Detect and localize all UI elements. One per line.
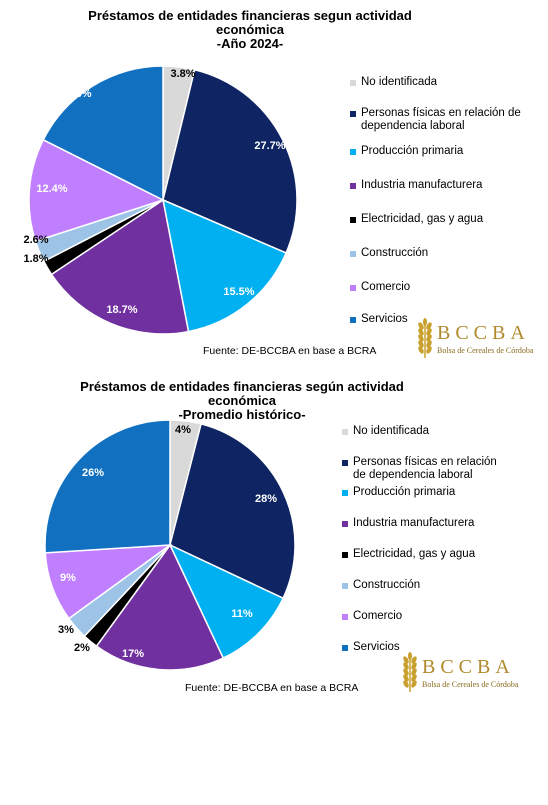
legend-label: Servicios <box>353 641 400 653</box>
legend-swatch <box>350 285 356 291</box>
pie-slice-industria-manufacturera <box>95 543 225 671</box>
legend-swatch <box>342 583 348 589</box>
legend-item-construccion: Construcción <box>342 579 420 592</box>
wheat-icon <box>403 652 417 692</box>
wheat-icon <box>418 318 432 358</box>
data-label-industria-manufacturera: 18.7% <box>106 304 137 316</box>
legend-label: Electricidad, gas y agua <box>353 548 476 560</box>
logo-subtitle: Bolsa de Cereales de Córdoba <box>422 680 519 689</box>
legend-label: Industria manufacturera <box>353 517 475 529</box>
chart1-title: Préstamos de entidades financieras segun… <box>30 9 470 51</box>
legend-swatch <box>342 552 348 558</box>
data-label-produccion-primaria: 15.5% <box>223 286 254 298</box>
legend-item-industria-manufacturera: Industria manufacturera <box>350 179 482 192</box>
chart2-source: Fuente: DE-BCCBA en base a BCRA <box>185 682 359 694</box>
logo-subtitle: Bolsa de Cereales de Córdoba <box>437 346 534 355</box>
legend-swatch <box>342 521 348 527</box>
legend-swatch <box>342 614 348 620</box>
legend-swatch <box>342 429 348 435</box>
pie-slice-servicios <box>42 65 164 202</box>
pie-slice-produccion-primaria <box>168 543 285 660</box>
legend-label: Construcción <box>361 247 429 259</box>
pie-slice-personas-fisicas-en-relacion-de-dependencia-laboral <box>162 68 298 254</box>
chart2-title-line-1: Préstamos de entidades financieras según… <box>80 379 404 394</box>
chart2-title-line-2: económica <box>208 393 276 408</box>
legend-item-servicios: Servicios <box>350 313 408 326</box>
legend-swatch <box>350 149 356 155</box>
chart1-slices <box>28 65 298 335</box>
chart2-slices <box>44 419 296 671</box>
pie-slice-produccion-primaria <box>161 198 288 333</box>
data-label-comercio: 9% <box>60 572 76 584</box>
pie-slice-comercio <box>28 138 165 243</box>
chart1-logo: BCCBA Bolsa de Cereales de Córdoba <box>413 318 533 362</box>
data-label-construccion: 3% <box>58 624 74 636</box>
legend-item-no-identificada: No identificada <box>350 76 437 89</box>
pie-slice-servicios <box>44 419 171 554</box>
legend-item-comercio: Comercio <box>342 610 402 623</box>
legend-swatch <box>350 251 356 257</box>
data-label-servicios: 17.6% <box>60 88 91 100</box>
legend-swatch <box>350 317 356 323</box>
data-label-produccion-primaria: 11% <box>231 608 253 620</box>
legend-item-produccion-primaria: Producción primaria <box>342 486 455 499</box>
chart2-title: Préstamos de entidades financieras según… <box>22 380 462 422</box>
legend-label: Servicios <box>361 313 408 325</box>
logo-text: BCCBA <box>437 322 530 344</box>
chart2-title-line-3: -Promedio histórico- <box>178 407 306 422</box>
legend-item-construccion: Construcción <box>350 247 428 260</box>
logo-text: BCCBA <box>422 656 515 678</box>
data-label-personas-fisicas-en-relacion-de-dependencia-laboral: 27.7% <box>254 140 285 152</box>
pie-slice-industria-manufacturera <box>50 198 190 335</box>
legend-label: Producción primaria <box>353 486 456 498</box>
legend-item-electricidad-gas-y-agua: Electricidad, gas y agua <box>342 548 475 561</box>
legend-item-personas-fisicas-en-relacion-de-dependencia-laboral: Personas físicas en relación de dependenc… <box>342 456 497 482</box>
data-label-no-identificada: 4% <box>175 424 191 436</box>
chart1-source: Fuente: DE-BCCBA en base a BCRA <box>203 345 377 357</box>
legend-label: Comercio <box>353 610 403 622</box>
chart2-logo: BCCBA Bolsa de Cereales de Córdoba <box>398 652 518 696</box>
legend-label: Comercio <box>361 281 411 293</box>
legend-item-personas-fisicas-en-relacion-de-dependencia-laboral: Personas físicas en relación de dependenc… <box>350 107 521 133</box>
data-label-personas-fisicas-en-relacion-de-dependencia-laboral: 28% <box>255 493 277 505</box>
legend-label: Personas físicas en relación de dependenc… <box>361 107 521 132</box>
legend-swatch <box>350 80 356 86</box>
legend-item-produccion-primaria: Producción primaria <box>350 145 463 158</box>
data-label-electricidad-gas-y-agua: 2% <box>74 642 90 654</box>
data-label-industria-manufacturera: 17% <box>122 648 144 660</box>
chart1-title-line-1: Préstamos de entidades financieras segun… <box>88 8 412 23</box>
legend-swatch <box>350 183 356 189</box>
legend-label: Electricidad, gas y agua <box>361 213 484 225</box>
legend-swatch <box>342 460 348 466</box>
legend-swatch <box>342 490 348 496</box>
legend-label: Producción primaria <box>361 145 464 157</box>
pie-slice-personas-fisicas-en-relacion-de-dependencia-laboral <box>169 423 296 600</box>
legend-label: Industria manufacturera <box>361 179 483 191</box>
legend-label: No identificada <box>353 425 430 437</box>
legend-swatch <box>350 217 356 223</box>
legend-item-no-identificada: No identificada <box>342 425 429 438</box>
legend-swatch <box>342 645 348 651</box>
legend-item-industria-manufacturera: Industria manufacturera <box>342 517 474 530</box>
legend-item-electricidad-gas-y-agua: Electricidad, gas y agua <box>350 213 483 226</box>
legend-swatch <box>350 111 356 117</box>
legend-label: Personas físicas en relación de dependenc… <box>353 456 497 481</box>
data-label-construccion: 2.6% <box>23 234 48 246</box>
legend-label: Construcción <box>353 579 421 591</box>
data-label-electricidad-gas-y-agua: 1.8% <box>23 253 48 265</box>
data-label-servicios: 26% <box>82 467 104 479</box>
data-label-comercio: 12.4% <box>36 183 67 195</box>
legend-item-servicios: Servicios <box>342 641 400 654</box>
legend-item-comercio: Comercio <box>350 281 410 294</box>
chart1-title-line-2: económica <box>216 22 284 37</box>
legend-label: No identificada <box>361 76 438 88</box>
data-label-no-identificada: 3.8% <box>170 68 195 80</box>
chart1-title-line-3: -Año 2024- <box>216 36 284 51</box>
